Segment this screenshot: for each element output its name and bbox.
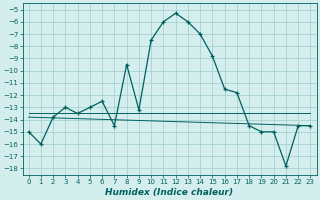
X-axis label: Humidex (Indice chaleur): Humidex (Indice chaleur) xyxy=(106,188,234,197)
